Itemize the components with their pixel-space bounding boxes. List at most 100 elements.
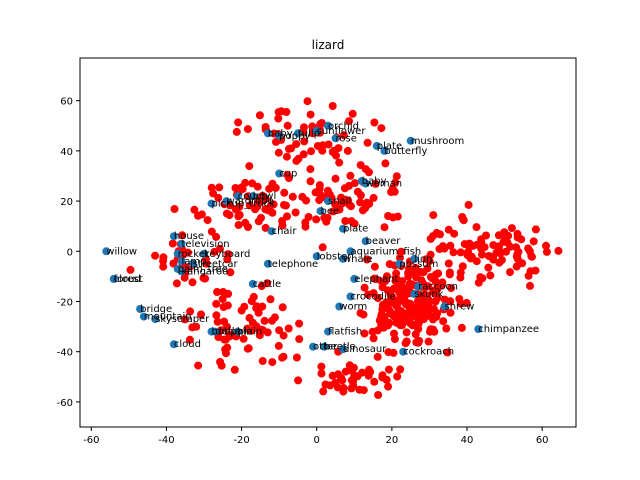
- background-point: [207, 227, 216, 236]
- point-label: whale: [343, 254, 373, 265]
- background-point: [217, 361, 226, 370]
- background-point: [346, 171, 355, 180]
- background-point: [258, 357, 267, 365]
- labeled-point: [331, 134, 340, 143]
- background-point: [190, 205, 199, 214]
- background-point: [392, 309, 401, 318]
- point-label: beetle: [324, 342, 356, 353]
- background-point: [268, 358, 277, 367]
- background-point: [436, 230, 444, 239]
- labeled-point: [177, 267, 186, 276]
- background-point: [503, 238, 512, 247]
- labeled-point: [395, 259, 404, 268]
- background-point: [268, 208, 277, 217]
- background-point: [307, 147, 316, 156]
- background-point: [527, 252, 536, 260]
- point-label: skunk: [414, 289, 443, 300]
- background-point: [283, 212, 291, 221]
- labeled-point: [102, 247, 111, 256]
- background-point: [237, 306, 246, 315]
- background-point: [414, 338, 423, 347]
- background-point: [282, 152, 291, 161]
- y-tick-label: 20: [60, 197, 73, 208]
- chart-title: lizard: [312, 38, 345, 52]
- background-point: [295, 319, 304, 328]
- background-point: [512, 262, 521, 271]
- point-label: plate: [343, 224, 368, 235]
- background-point: [486, 271, 495, 280]
- background-point: [435, 245, 444, 253]
- background-point: [284, 324, 293, 333]
- background-point: [243, 125, 252, 134]
- background-point: [280, 188, 289, 197]
- background-point: [507, 224, 516, 233]
- point-label: wardrobe: [227, 196, 274, 207]
- background-point: [405, 279, 414, 288]
- background-point: [426, 234, 435, 243]
- y-tick-label: 60: [60, 97, 73, 108]
- background-point: [215, 244, 224, 253]
- point-label: mushroom: [411, 136, 465, 147]
- background-point: [377, 310, 386, 319]
- background-point: [178, 231, 187, 240]
- background-point: [449, 248, 458, 257]
- background-point: [263, 279, 272, 288]
- point-label: skyscraper: [155, 314, 210, 325]
- x-tick-label: -20: [233, 435, 249, 446]
- background-point: [393, 372, 402, 381]
- background-point: [341, 217, 350, 225]
- background-point: [356, 198, 365, 207]
- labeled-point: [233, 192, 242, 201]
- background-point: [244, 344, 253, 353]
- background-point: [426, 325, 435, 334]
- background-point: [283, 121, 292, 130]
- background-point: [223, 343, 232, 352]
- labeled-point: [410, 254, 419, 263]
- background-point: [477, 245, 486, 254]
- background-point: [248, 179, 257, 188]
- labeled-point: [440, 302, 449, 311]
- point-label: crocodile: [351, 292, 396, 303]
- labeled-point: [188, 259, 197, 268]
- background-point: [269, 200, 278, 209]
- background-point: [328, 102, 337, 110]
- background-point: [371, 179, 380, 188]
- background-point: [380, 223, 389, 232]
- background-point: [478, 274, 487, 283]
- background-point: [323, 186, 332, 195]
- labeled-point: [109, 274, 118, 283]
- background-point: [299, 150, 308, 159]
- background-point: [341, 367, 350, 376]
- point-label: bee: [321, 206, 340, 217]
- background-point: [389, 348, 398, 357]
- background-point: [180, 315, 189, 324]
- background-point: [365, 365, 373, 374]
- background-point: [399, 317, 408, 326]
- point-label: sunflower: [317, 126, 367, 137]
- point-label: cloud: [114, 274, 141, 285]
- background-point: [542, 241, 550, 250]
- background-point: [188, 278, 197, 287]
- background-point: [194, 361, 203, 370]
- background-point: [282, 108, 291, 116]
- labeled-point: [207, 199, 216, 208]
- background-point: [370, 118, 379, 127]
- point-label: otter: [313, 342, 338, 353]
- labeled-point: [177, 239, 186, 248]
- background-point: [444, 259, 453, 268]
- background-point: [329, 207, 338, 216]
- background-point: [423, 264, 432, 273]
- background-point: [455, 295, 464, 303]
- background-point: [274, 114, 283, 123]
- point-label: chair: [272, 226, 298, 237]
- background-point: [424, 298, 433, 307]
- background-point: [360, 283, 369, 292]
- background-point: [245, 162, 254, 171]
- background-point: [477, 235, 486, 244]
- background-point: [304, 213, 313, 221]
- background-point: [218, 295, 227, 303]
- background-point: [212, 299, 221, 308]
- background-point: [185, 335, 194, 344]
- background-point: [392, 172, 401, 181]
- y-tick-label: -60: [57, 398, 73, 409]
